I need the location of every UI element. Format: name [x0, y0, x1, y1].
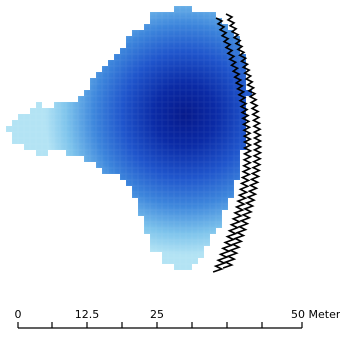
scale-label-12-5: 12.5	[75, 308, 100, 321]
water-body	[6, 6, 252, 270]
scale-label-25: 25	[150, 308, 164, 321]
scale-label-50-meters: 50 Meters	[291, 308, 340, 321]
scale-bar: 0 12.5 25 50 Meters	[15, 308, 340, 329]
scale-label-0: 0	[15, 308, 22, 321]
shoreline-boundary	[212, 13, 263, 273]
